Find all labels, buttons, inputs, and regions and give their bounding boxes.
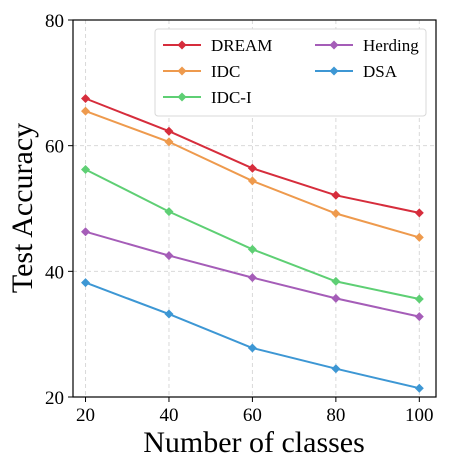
data-point-idc	[164, 137, 173, 146]
data-point-idc-i	[248, 245, 257, 254]
legend-label-dsa: DSA	[363, 62, 398, 81]
data-point-dsa	[164, 310, 173, 319]
x-tick-label: 80	[326, 405, 345, 426]
data-point-idc	[81, 107, 90, 116]
data-point-herding	[331, 294, 340, 303]
y-tick-label: 40	[45, 262, 64, 283]
legend-label-herding: Herding	[363, 36, 419, 55]
x-tick-label: 40	[159, 405, 178, 426]
data-point-idc-i	[331, 277, 340, 286]
data-point-idc	[415, 233, 424, 242]
data-point-dsa	[81, 278, 90, 287]
data-point-dream	[331, 191, 340, 200]
data-point-idc-i	[81, 165, 90, 174]
data-point-dream	[164, 127, 173, 136]
legend-label-idc: IDC	[211, 62, 240, 81]
data-point-idc-i	[164, 207, 173, 216]
series-group	[81, 94, 424, 393]
data-point-herding	[164, 251, 173, 260]
data-point-idc	[331, 209, 340, 218]
data-point-dream	[248, 164, 257, 173]
y-tick-label: 60	[45, 137, 64, 158]
x-tick-label: 60	[243, 405, 262, 426]
data-point-dream	[81, 94, 90, 103]
legend-label-idc-i: IDC-I	[211, 88, 252, 107]
data-point-herding	[248, 273, 257, 282]
legend: DREAM IDC IDC-I Herding DSA	[155, 29, 426, 116]
data-point-idc-i	[415, 294, 424, 303]
data-point-dream	[415, 208, 424, 217]
legend-label-dream: DREAM	[211, 36, 272, 55]
y-tick-label: 20	[45, 388, 64, 409]
x-tick-label: 100	[405, 405, 434, 426]
y-axis-title: Test Accuracy	[6, 123, 39, 293]
data-point-dsa	[415, 384, 424, 393]
data-point-dsa	[331, 364, 340, 373]
x-tick-label: 20	[76, 405, 95, 426]
data-point-dsa	[248, 343, 257, 352]
series-herding	[81, 227, 424, 321]
data-point-herding	[415, 312, 424, 321]
y-tick-label: 80	[45, 11, 64, 32]
data-point-herding	[81, 227, 90, 236]
data-point-idc	[248, 176, 257, 185]
x-axis-title: Number of classes	[143, 426, 365, 459]
